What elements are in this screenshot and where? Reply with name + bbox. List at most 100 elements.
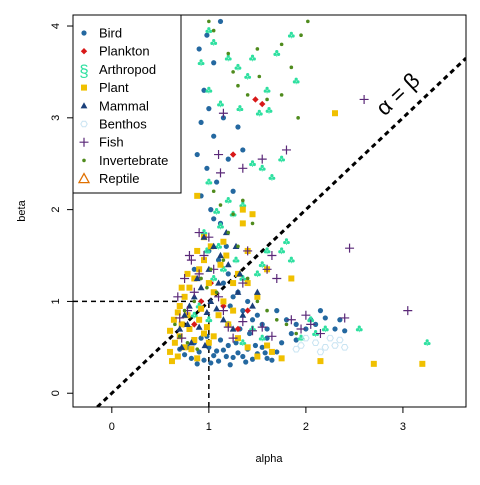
point-fish xyxy=(248,326,258,336)
y-axis: 0 1 2 3 4 xyxy=(50,23,73,396)
point-invertebrate xyxy=(185,340,190,345)
point-arthropod xyxy=(249,160,256,167)
point-arthropod xyxy=(268,173,276,181)
legend-label-mammal: Mammal xyxy=(99,98,149,113)
point-plant xyxy=(203,324,210,331)
point-bird xyxy=(217,337,224,343)
point-invertebrate xyxy=(296,116,300,120)
legend-item-mammal: Mammal xyxy=(80,98,149,113)
point-bird xyxy=(211,60,217,66)
point-mammal xyxy=(181,311,188,318)
point-plant xyxy=(254,353,261,360)
point-fish xyxy=(359,94,369,104)
point-invertebrate xyxy=(306,19,310,24)
point-fish xyxy=(194,269,204,279)
point-plant xyxy=(178,284,185,291)
point-plant xyxy=(201,330,207,337)
point-mammal xyxy=(249,302,256,309)
legend-item-reptile: Reptile xyxy=(77,171,139,186)
point-arthropod xyxy=(263,247,271,255)
point-plant xyxy=(244,344,251,351)
point-bird xyxy=(247,330,253,337)
point-plant xyxy=(239,220,246,227)
point-plant xyxy=(223,252,230,259)
point-invertebrate xyxy=(250,221,255,226)
point-bird xyxy=(249,356,256,362)
point-plant xyxy=(176,303,183,310)
point-plant xyxy=(167,348,174,355)
point-fish xyxy=(345,243,355,253)
point-benthos xyxy=(321,344,330,351)
legend-label-plankton: Plankton xyxy=(99,44,150,59)
point-plant xyxy=(178,321,185,328)
point-fish xyxy=(267,251,277,261)
legend-marker-fish xyxy=(79,137,89,147)
point-benthos xyxy=(302,334,310,342)
legend-marker-mammal xyxy=(80,102,88,109)
point-fish xyxy=(281,145,291,155)
point-bird xyxy=(201,87,207,93)
point-bird xyxy=(181,352,188,358)
legend-marker-bird xyxy=(81,30,87,36)
point-arthropod xyxy=(217,222,224,230)
point-bird xyxy=(188,355,194,361)
point-bird xyxy=(225,156,231,162)
point-arthropod xyxy=(210,39,218,46)
point-plant xyxy=(181,293,188,300)
legend-item-invertebrate: Invertebrate xyxy=(82,153,168,168)
point-fish xyxy=(214,150,224,160)
legend: Bird Plankton § Arthropod Plant Mammal Benthos… xyxy=(72,14,182,194)
point-bird xyxy=(233,340,239,346)
point-plant xyxy=(332,110,338,117)
point-bird xyxy=(317,308,324,314)
legend-label-benthos: Benthos xyxy=(99,117,147,132)
point-bird xyxy=(312,321,319,327)
point-bird xyxy=(208,207,214,213)
point-bird xyxy=(211,216,217,222)
point-bird xyxy=(194,151,200,158)
legend-label-reptile: Reptile xyxy=(99,171,139,186)
point-invertebrate xyxy=(245,276,250,281)
point-plankton xyxy=(229,151,237,158)
point-benthos xyxy=(326,334,334,342)
point-arthropod xyxy=(423,339,431,346)
point-arthropod xyxy=(255,109,263,117)
point-plant xyxy=(198,305,205,312)
point-bird xyxy=(274,308,280,314)
legend-item-plankton: Plankton xyxy=(80,44,150,59)
point-fish xyxy=(199,251,209,261)
point-plant xyxy=(220,238,227,245)
point-mammal xyxy=(176,325,184,332)
point-arthropod xyxy=(258,164,266,172)
point-mammal xyxy=(234,288,242,295)
point-invertebrate xyxy=(195,347,200,351)
point-bird xyxy=(215,358,222,364)
point-plant xyxy=(317,358,324,365)
point-plant xyxy=(186,284,193,291)
point-bird xyxy=(196,46,202,52)
point-bird xyxy=(206,106,212,112)
point-bird xyxy=(201,357,207,363)
point-fish xyxy=(257,322,267,332)
point-bird xyxy=(220,347,227,353)
point-benthos xyxy=(336,336,344,344)
point-plant xyxy=(278,355,285,362)
point-invertebrate xyxy=(182,308,187,313)
point-plant xyxy=(184,270,191,277)
legend-marker-plant xyxy=(81,84,87,91)
point-mammal xyxy=(200,233,208,240)
point-plant xyxy=(196,266,203,273)
point-mammal xyxy=(178,343,186,350)
point-plant xyxy=(249,211,256,218)
point-bird xyxy=(279,340,285,346)
point-bird xyxy=(332,326,338,332)
point-invertebrate xyxy=(199,276,203,281)
y-tick-label: 3 xyxy=(50,115,62,121)
point-mammal xyxy=(239,311,247,318)
point-invertebrate xyxy=(226,230,231,235)
point-arthropod xyxy=(224,196,232,204)
point-invertebrate xyxy=(205,285,209,290)
point-invertebrate xyxy=(255,299,260,304)
